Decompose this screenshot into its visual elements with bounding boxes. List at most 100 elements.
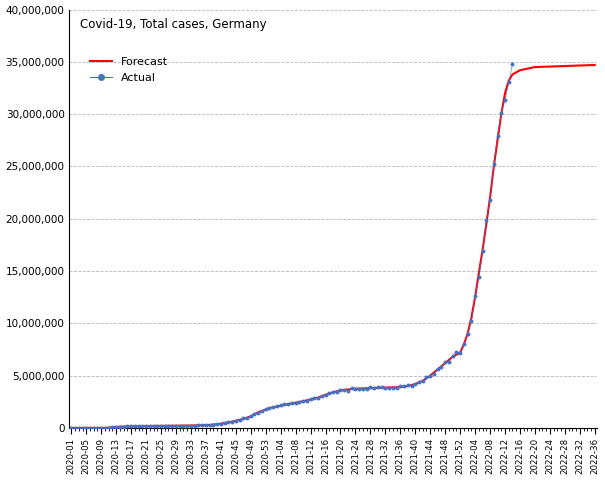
Actual bbox=[123, 422, 132, 430]
Actual bbox=[456, 349, 465, 357]
Actual bbox=[253, 408, 263, 416]
Actual bbox=[261, 405, 270, 413]
Actual bbox=[302, 397, 312, 405]
Forecast bbox=[68, 425, 75, 431]
Actual bbox=[216, 420, 226, 428]
Actual bbox=[463, 330, 473, 337]
Actual bbox=[291, 399, 301, 407]
Actual bbox=[437, 363, 446, 371]
Actual bbox=[422, 373, 431, 381]
Actual bbox=[295, 398, 304, 406]
Actual bbox=[209, 421, 218, 429]
Actual bbox=[111, 423, 121, 431]
Actual bbox=[332, 388, 342, 396]
Actual bbox=[343, 387, 353, 395]
Text: Covid-19, Total cases, Germany: Covid-19, Total cases, Germany bbox=[80, 18, 267, 31]
Actual bbox=[489, 161, 499, 168]
Actual bbox=[391, 384, 401, 392]
Actual bbox=[497, 109, 506, 117]
Actual bbox=[321, 392, 330, 399]
Actual bbox=[381, 384, 390, 392]
Forecast bbox=[71, 425, 79, 431]
Actual bbox=[317, 393, 327, 400]
Actual bbox=[451, 348, 461, 356]
Actual bbox=[77, 424, 87, 432]
Actual bbox=[74, 424, 83, 432]
Actual bbox=[478, 247, 488, 255]
Actual bbox=[492, 132, 502, 140]
Actual bbox=[96, 424, 106, 432]
Actual bbox=[283, 400, 293, 408]
Actual bbox=[485, 196, 495, 204]
Actual bbox=[272, 402, 282, 410]
Actual bbox=[246, 412, 255, 420]
Actual bbox=[362, 385, 371, 393]
Actual bbox=[396, 382, 405, 390]
Actual bbox=[459, 340, 469, 348]
Actual bbox=[373, 383, 383, 391]
Actual bbox=[171, 422, 181, 430]
Actual bbox=[201, 421, 211, 429]
Actual bbox=[365, 384, 375, 391]
Actual bbox=[137, 422, 147, 430]
Actual bbox=[223, 419, 233, 426]
Actual bbox=[257, 408, 267, 415]
Actual bbox=[264, 405, 274, 412]
Actual bbox=[444, 358, 454, 366]
Actual bbox=[269, 403, 278, 411]
Actual bbox=[482, 216, 491, 224]
Actual bbox=[227, 418, 237, 425]
Actual bbox=[115, 423, 125, 431]
Actual bbox=[104, 424, 114, 432]
Actual bbox=[190, 421, 200, 429]
Actual bbox=[310, 394, 319, 402]
Forecast bbox=[97, 425, 105, 431]
Actual bbox=[508, 60, 517, 68]
Actual bbox=[410, 380, 420, 388]
Actual bbox=[336, 386, 345, 394]
Actual bbox=[126, 422, 136, 430]
Actual bbox=[399, 383, 409, 390]
Actual bbox=[175, 422, 185, 430]
Forecast bbox=[512, 70, 520, 75]
Actual bbox=[466, 317, 476, 325]
Actual bbox=[407, 382, 416, 390]
Actual bbox=[100, 424, 110, 432]
Actual bbox=[168, 422, 177, 430]
Actual bbox=[433, 365, 442, 373]
Actual bbox=[504, 79, 514, 86]
Actual bbox=[119, 423, 128, 431]
Actual bbox=[85, 424, 95, 432]
Actual bbox=[313, 394, 323, 401]
Actual bbox=[429, 370, 439, 377]
Actual bbox=[448, 352, 457, 360]
Actual bbox=[152, 422, 162, 430]
Forecast bbox=[524, 66, 531, 72]
Actual bbox=[470, 292, 480, 300]
Actual bbox=[89, 424, 99, 432]
Actual bbox=[182, 422, 192, 430]
Actual bbox=[70, 424, 80, 432]
Actual bbox=[141, 422, 151, 430]
Actual bbox=[212, 420, 222, 428]
Actual bbox=[220, 420, 229, 427]
Actual bbox=[145, 422, 155, 430]
Actual bbox=[164, 422, 174, 430]
Actual bbox=[186, 422, 196, 430]
Actual bbox=[160, 422, 169, 430]
Actual bbox=[388, 384, 397, 392]
Actual bbox=[134, 422, 143, 430]
Actual bbox=[384, 384, 394, 392]
Actual bbox=[280, 400, 289, 408]
Actual bbox=[67, 424, 76, 432]
Actual bbox=[403, 382, 413, 389]
Actual bbox=[351, 385, 361, 393]
Actual bbox=[355, 385, 364, 393]
Forecast bbox=[240, 416, 247, 422]
Actual bbox=[276, 402, 286, 409]
Actual bbox=[347, 384, 356, 392]
Actual bbox=[339, 387, 349, 395]
Actual bbox=[130, 422, 140, 430]
Actual bbox=[306, 395, 315, 403]
Actual bbox=[425, 372, 435, 380]
